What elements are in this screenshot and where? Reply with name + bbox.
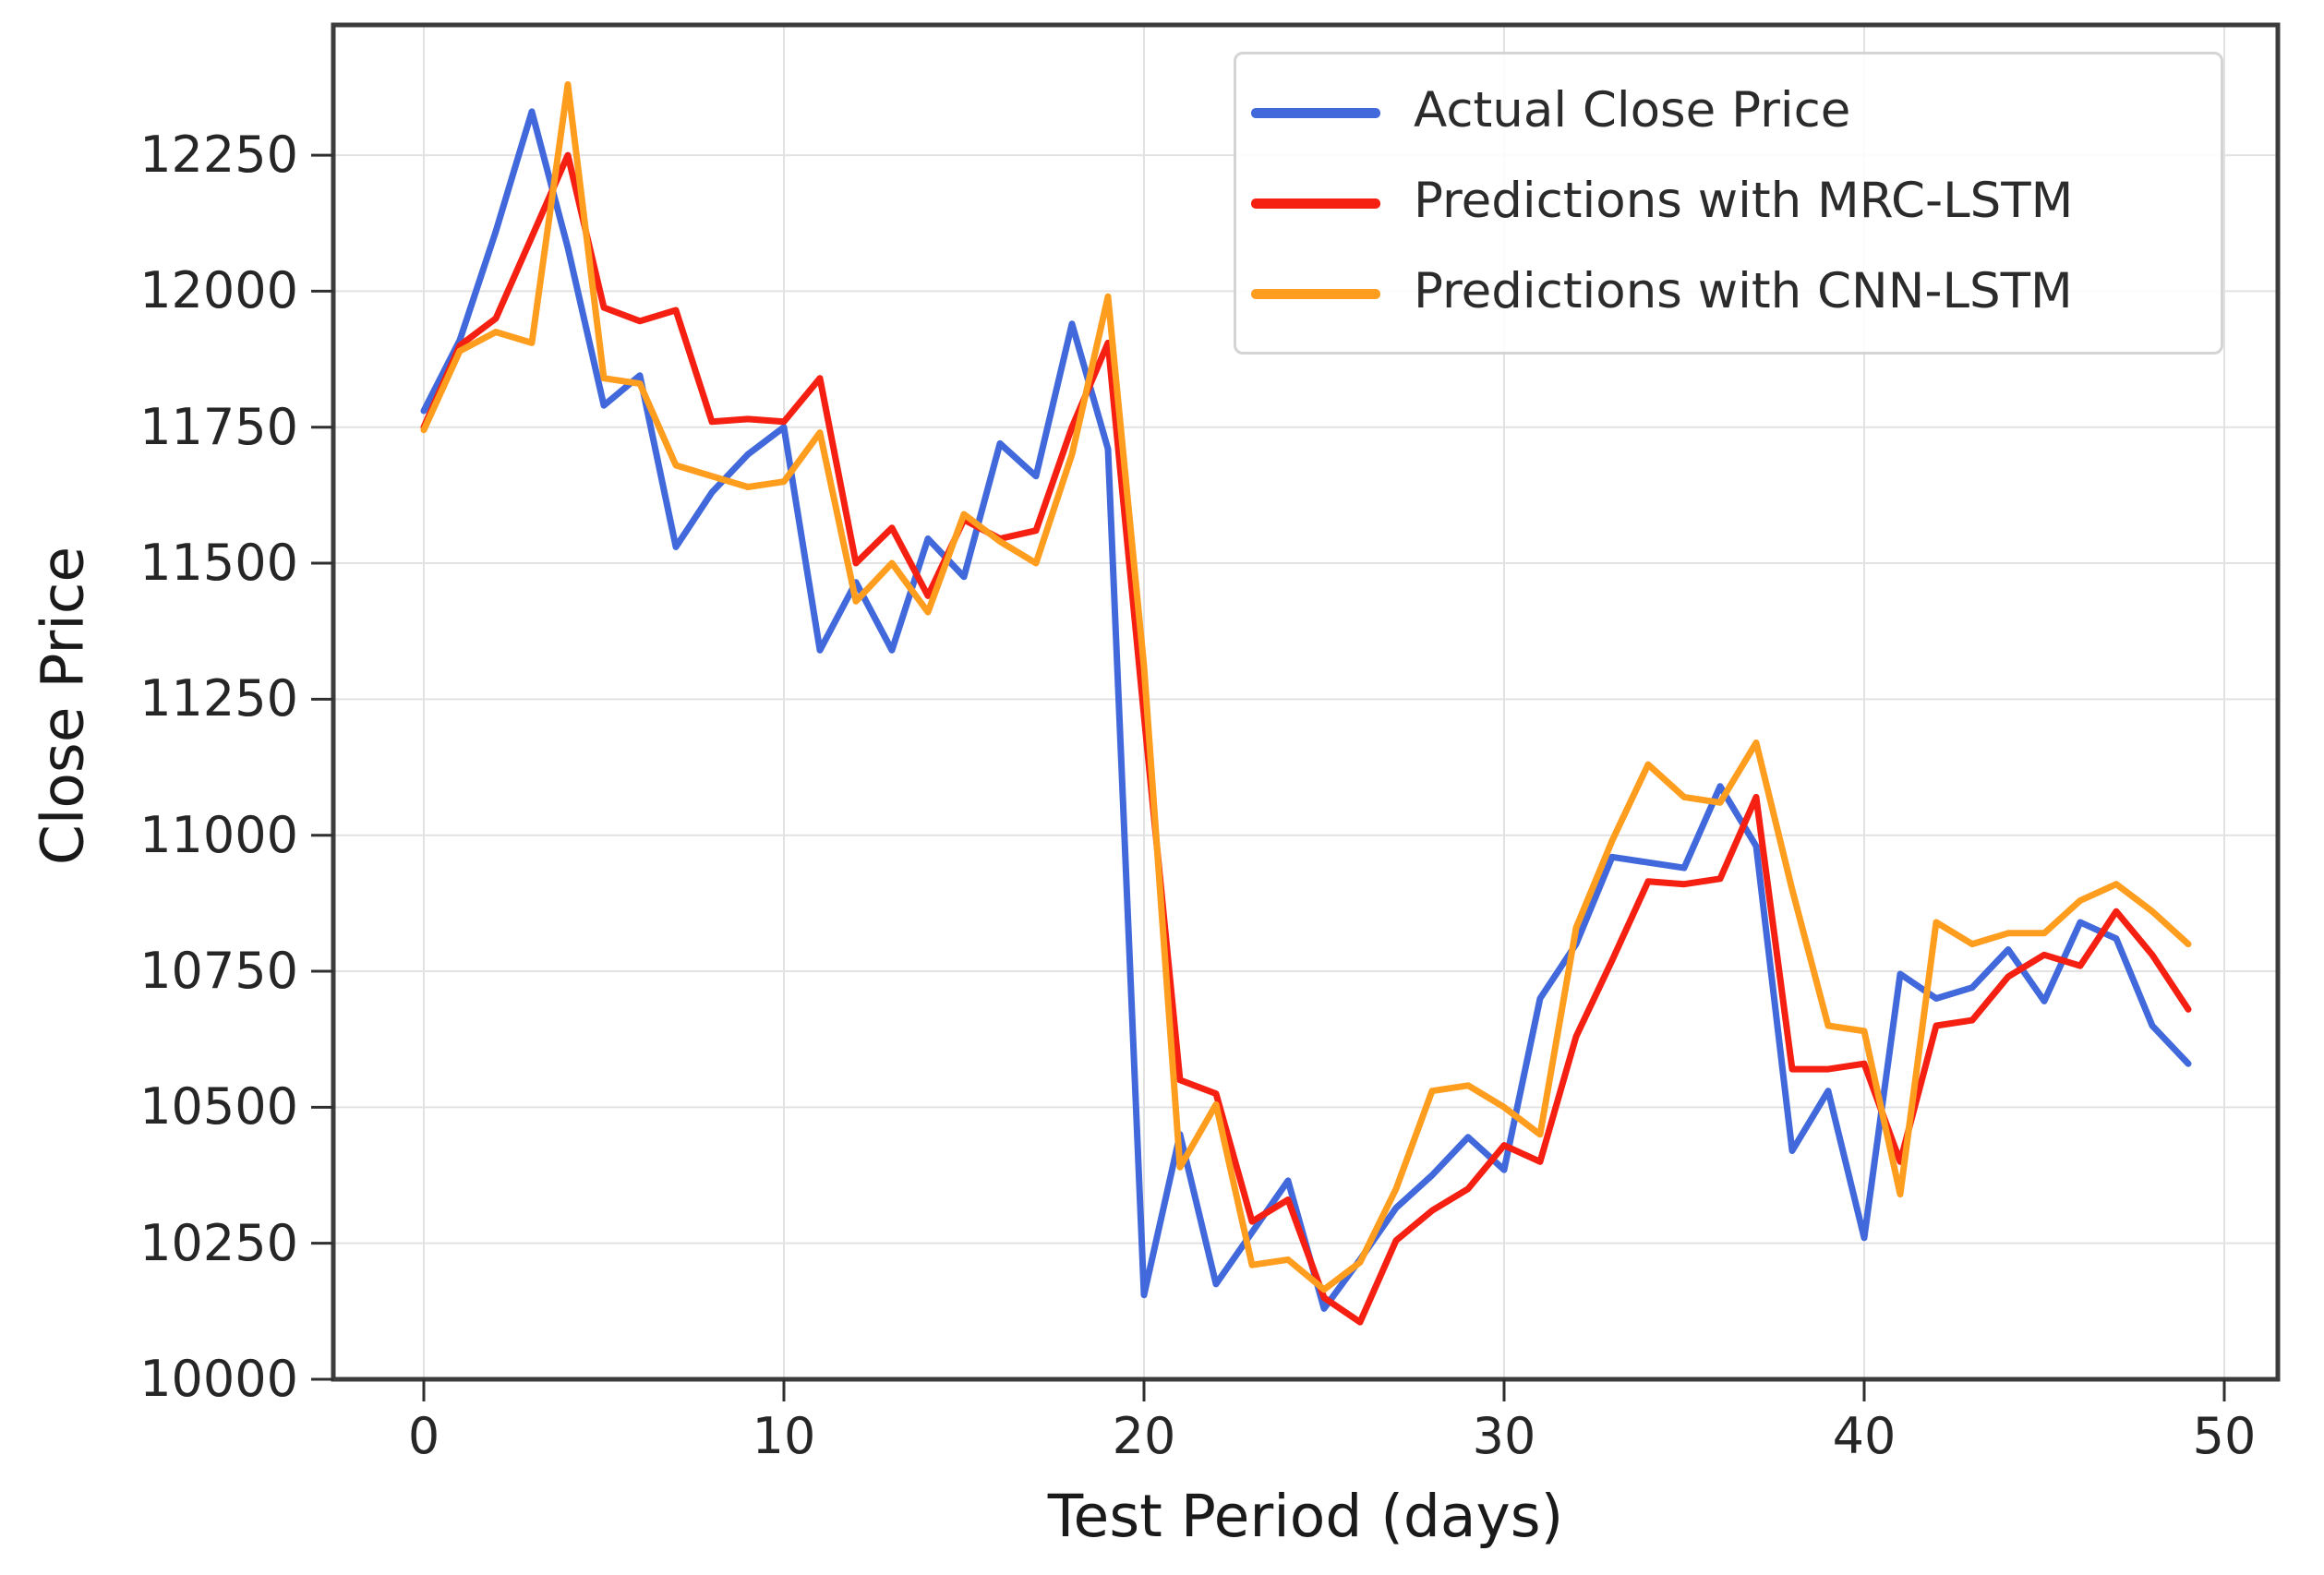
y-tick-label-10250: 10250 [139, 1213, 298, 1272]
y-tick-label-11250: 11250 [139, 669, 298, 728]
y-tick-label-12250: 12250 [139, 126, 298, 185]
legend-item: Predictions with MRC-LSTM [1236, 176, 2221, 231]
legend-item-label: Actual Close Price [1414, 81, 1851, 138]
legend: Actual Close Price Predictions with MRC-L… [1234, 52, 2223, 355]
x-axis-title: Test Period (days) [1047, 1483, 1564, 1550]
y-tick-label-10000: 10000 [139, 1350, 298, 1408]
legend-line-swatch [1251, 198, 1380, 209]
y-axis-title: Close Price [29, 546, 97, 866]
legend-item: Actual Close Price [1236, 86, 2221, 140]
y-tick-label-11000: 11000 [139, 805, 298, 864]
legend-line-swatch [1251, 288, 1380, 299]
legend-line-swatch [1251, 107, 1380, 118]
x-tick-label-30: 30 [1472, 1407, 1536, 1465]
y-tick-label-11500: 11500 [139, 534, 298, 593]
legend-item: Predictions with CNN-LSTM [1236, 267, 2221, 321]
series-line-predictions-with-cnn-lstm [420, 81, 2192, 1293]
x-tick-label-50: 50 [2192, 1407, 2257, 1465]
x-tick-label-0: 0 [407, 1407, 440, 1465]
y-tick-label-11750: 11750 [139, 397, 298, 456]
legend-item-label: Predictions with CNN-LSTM [1414, 262, 2073, 319]
x-tick-label-40: 40 [1832, 1407, 1897, 1465]
plot-frame [331, 22, 2281, 1382]
x-tick-label-10: 10 [752, 1407, 816, 1465]
series-line-predictions-with-mrc-lstm [420, 151, 2192, 1326]
y-tick-label-10750: 10750 [139, 942, 298, 1001]
legend-item-label: Predictions with MRC-LSTM [1414, 172, 2074, 229]
y-tick-label-10500: 10500 [139, 1077, 298, 1136]
x-tick-label-20: 20 [1112, 1407, 1176, 1465]
y-tick-label-12000: 12000 [139, 261, 298, 320]
